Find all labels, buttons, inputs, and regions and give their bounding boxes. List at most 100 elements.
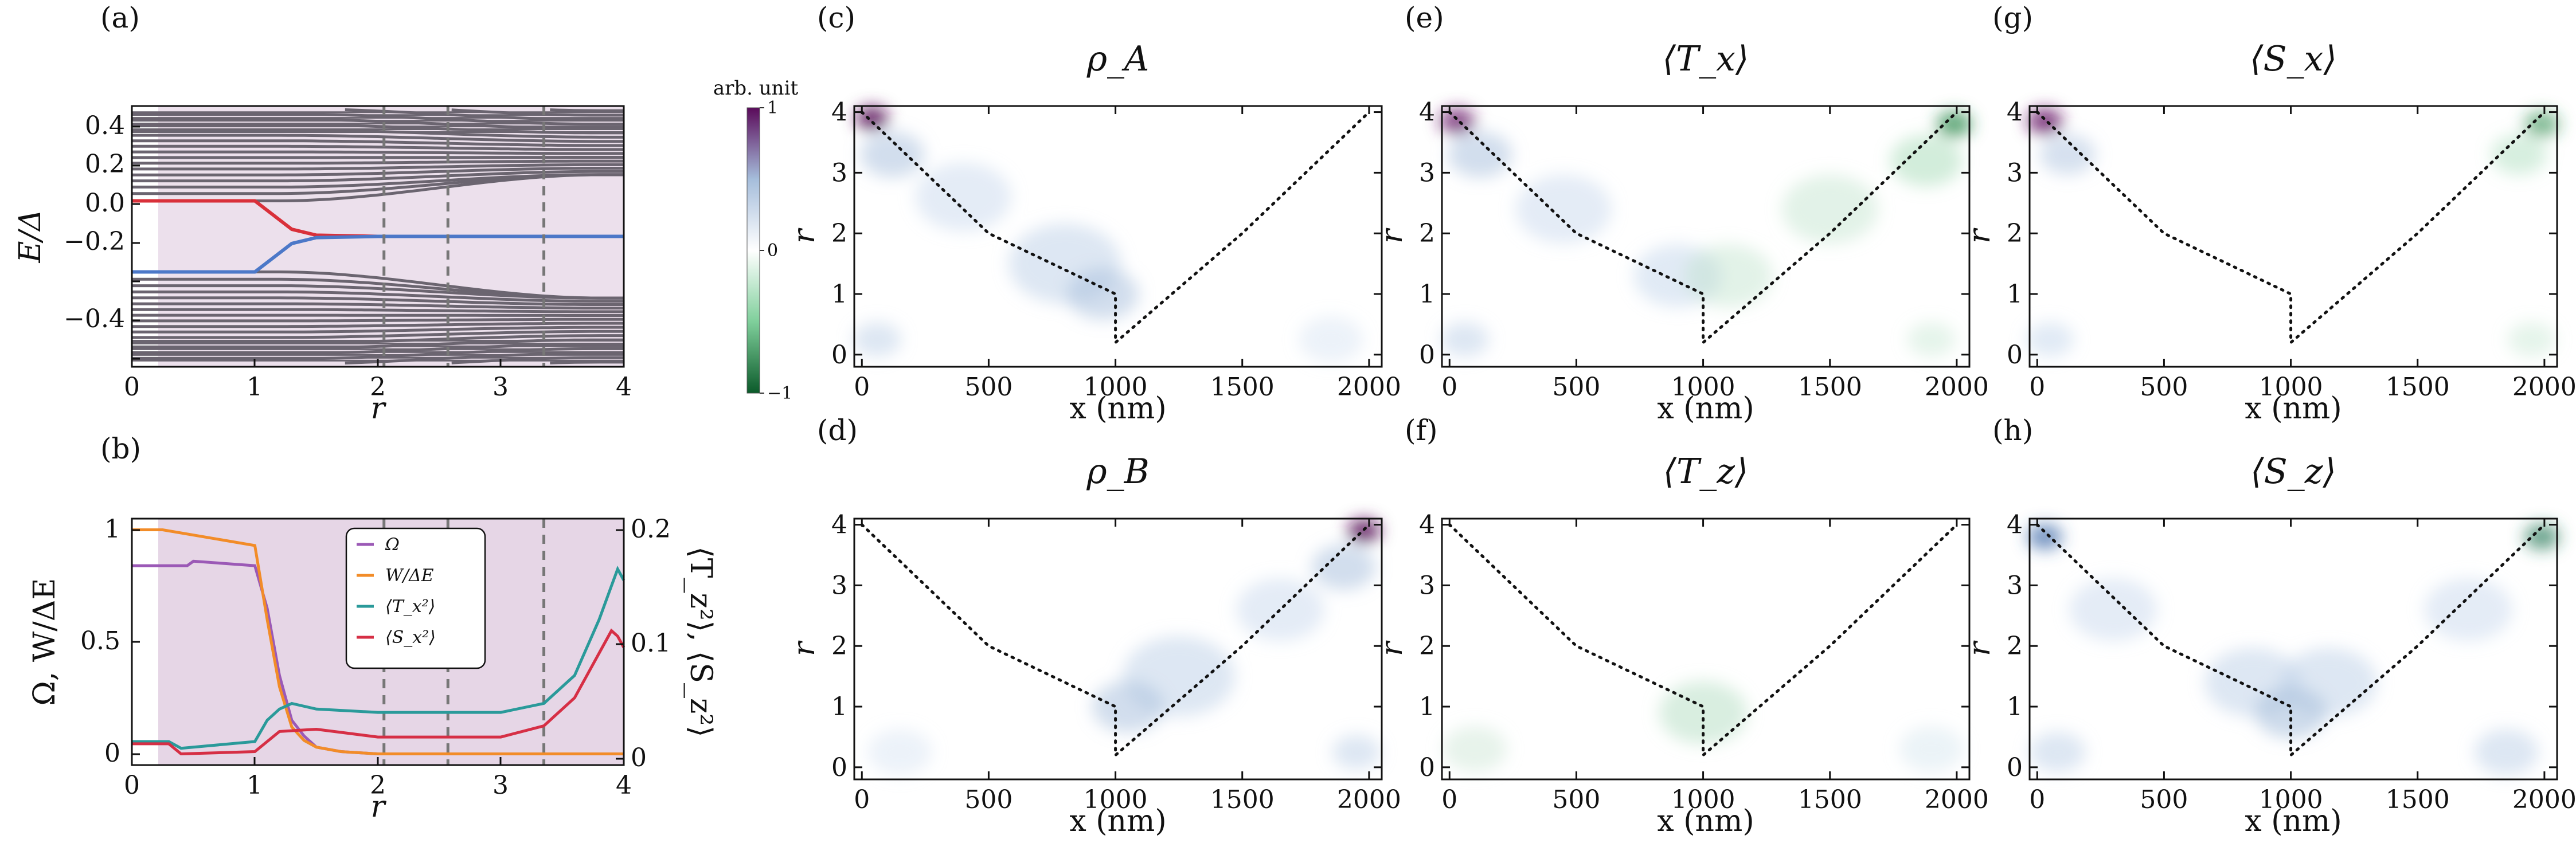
- panel-d-xlabel: x (nm): [1069, 804, 1166, 838]
- ytick-label: 3: [2007, 158, 2023, 187]
- xtick-label: 2000: [2512, 785, 2576, 814]
- panel-b-xtick: 3: [492, 771, 509, 800]
- heatmap-blob: [2524, 111, 2560, 137]
- xtick-label: 1500: [2386, 785, 2450, 814]
- ytick-label: 2: [1419, 219, 1435, 248]
- ytick-label: 2: [831, 219, 847, 248]
- xtick-label: 1500: [1210, 373, 1275, 402]
- legend-omega: Ω: [385, 535, 400, 555]
- panel-a-vlines: [382, 106, 546, 367]
- panel-b-xlabel: r: [371, 790, 387, 824]
- ytick-label: 2: [2007, 632, 2023, 661]
- xtick-label: 1000: [1084, 785, 1148, 814]
- heatmap-blob: [867, 729, 932, 775]
- xtick-label: 2000: [1925, 785, 1989, 814]
- bulk-level-line: [132, 326, 624, 334]
- heatmap-blob: [2026, 322, 2074, 357]
- heatmap-blob: [1092, 681, 1164, 733]
- heatmap-background: [1442, 106, 1969, 367]
- panel-a-xtick: 2: [370, 373, 386, 402]
- ytick-label: 4: [831, 98, 847, 127]
- panel-e-label: (e): [1405, 1, 1444, 34]
- panel-a-label: (a): [100, 1, 140, 34]
- xtick-label: 2000: [1925, 373, 1989, 402]
- panel-a-ytick: 0.4: [85, 111, 125, 140]
- panel-c-title: ρ_A: [1086, 39, 1150, 79]
- heatmap-background: [2030, 519, 2557, 779]
- legend-sx: ⟨S_x²⟩: [385, 628, 436, 648]
- heatmap-intensity: [2027, 524, 2560, 775]
- ytick-label: 2: [831, 632, 847, 661]
- in-gap-state-line: [132, 234, 624, 274]
- panel-b-xtick: 1: [247, 771, 263, 800]
- colorbar-tick-top: 1: [767, 98, 778, 118]
- bulk-level-line: [132, 296, 624, 306]
- ytick-label: 3: [831, 571, 847, 600]
- bulk-level-line: [132, 290, 624, 303]
- heatmap-blob: [2491, 134, 2547, 175]
- ytick-label: 3: [831, 158, 847, 187]
- panel-b-yticks-right: 0.2 0.1 0: [616, 515, 671, 773]
- panel-f-title: ⟨T_z⟩: [1663, 452, 1748, 492]
- xtick-label: 500: [1552, 373, 1600, 402]
- series-line: [132, 565, 626, 750]
- bulk-level-line: [132, 159, 624, 165]
- trajectory-dotted-line: [2035, 523, 2546, 759]
- colorbar: arb. unit 1 0 −1: [713, 77, 799, 403]
- ytick-label: 0: [831, 753, 847, 782]
- bulk-level-line: [132, 302, 624, 310]
- xtick-label: 1000: [1084, 373, 1148, 402]
- heatmap-panel-c: (c) ρ_A 0 500 1000 1500 2000 0 1 2 3 4 x (nm) r: [787, 1, 1401, 426]
- heatmap-background: [854, 106, 1382, 367]
- ytick-label: 1: [1419, 692, 1435, 722]
- bulk-level-line: [132, 139, 624, 147]
- panel-b-xtick: 0: [124, 771, 140, 800]
- panel-a-xtick: 0: [124, 373, 140, 402]
- panel-g-title: ⟨S_x⟩: [2250, 39, 2337, 79]
- panel-c-ylabel: r: [787, 228, 822, 244]
- xtick-label: 2000: [1337, 373, 1401, 402]
- panel-a-xtick: 3: [492, 373, 509, 402]
- heatmap-blob: [2424, 578, 2513, 641]
- panel-c-label: (c): [817, 1, 855, 34]
- ytick-label: 4: [1419, 511, 1435, 540]
- ytick-label: 0: [1419, 340, 1435, 370]
- colorbar-gradient: [746, 107, 760, 394]
- xtick-label: 500: [2140, 785, 2188, 814]
- panel-b-ylabel-right: ⟨T_z²⟩, ⟨S_z²⟩: [683, 547, 718, 738]
- panel-b-ytick: 1: [104, 515, 120, 544]
- heatmap-intensity: [867, 519, 1381, 775]
- ytick-label: 4: [2007, 511, 2023, 540]
- ytick-label: 4: [2007, 98, 2023, 127]
- heatmap-blob: [2524, 524, 2560, 550]
- xtick-label: 0: [2029, 785, 2045, 814]
- panel-f-xlabel: x (nm): [1657, 804, 1754, 838]
- heatmap-blob: [1332, 735, 1381, 770]
- panel-h-ylabel: r: [1963, 640, 1997, 656]
- panel-g-xlabel: x (nm): [2245, 391, 2342, 426]
- xtick-label: 0: [854, 785, 870, 814]
- panel-b-xtick: 4: [616, 771, 632, 800]
- panel-c-xlabel: x (nm): [1069, 391, 1166, 426]
- bulk-level-line: [132, 144, 624, 151]
- bulk-level-line: [132, 167, 624, 177]
- trajectory-dotted-line: [1448, 523, 1959, 759]
- panel-b-xticks: 0 1 2 3 4: [124, 757, 632, 800]
- heatmap-intensity: [1439, 108, 1972, 357]
- panel-a-xtick: 1: [247, 373, 263, 402]
- heatmap-blob: [1448, 131, 1512, 178]
- xtick-label: 0: [2029, 373, 2045, 402]
- ytick-label: 0: [831, 340, 847, 370]
- xtick-label: 0: [1441, 373, 1457, 402]
- ytick-label: 1: [1419, 280, 1435, 309]
- panel-d-label: (d): [817, 414, 858, 447]
- panel-g-label: (g): [1992, 1, 2033, 34]
- panel-h-label: (h): [1992, 414, 2033, 447]
- ytick-label: 4: [1419, 98, 1435, 127]
- heatmap-frame: [853, 517, 1383, 781]
- heatmap-blob: [2507, 322, 2556, 357]
- series-line: [132, 528, 624, 755]
- heatmap-panel-d: (d) ρ_B 0 500 1000 1500 2000 0 1 2 3 4 x (nm) r: [787, 414, 1401, 838]
- panel-b-ytick-right: 0: [631, 743, 647, 773]
